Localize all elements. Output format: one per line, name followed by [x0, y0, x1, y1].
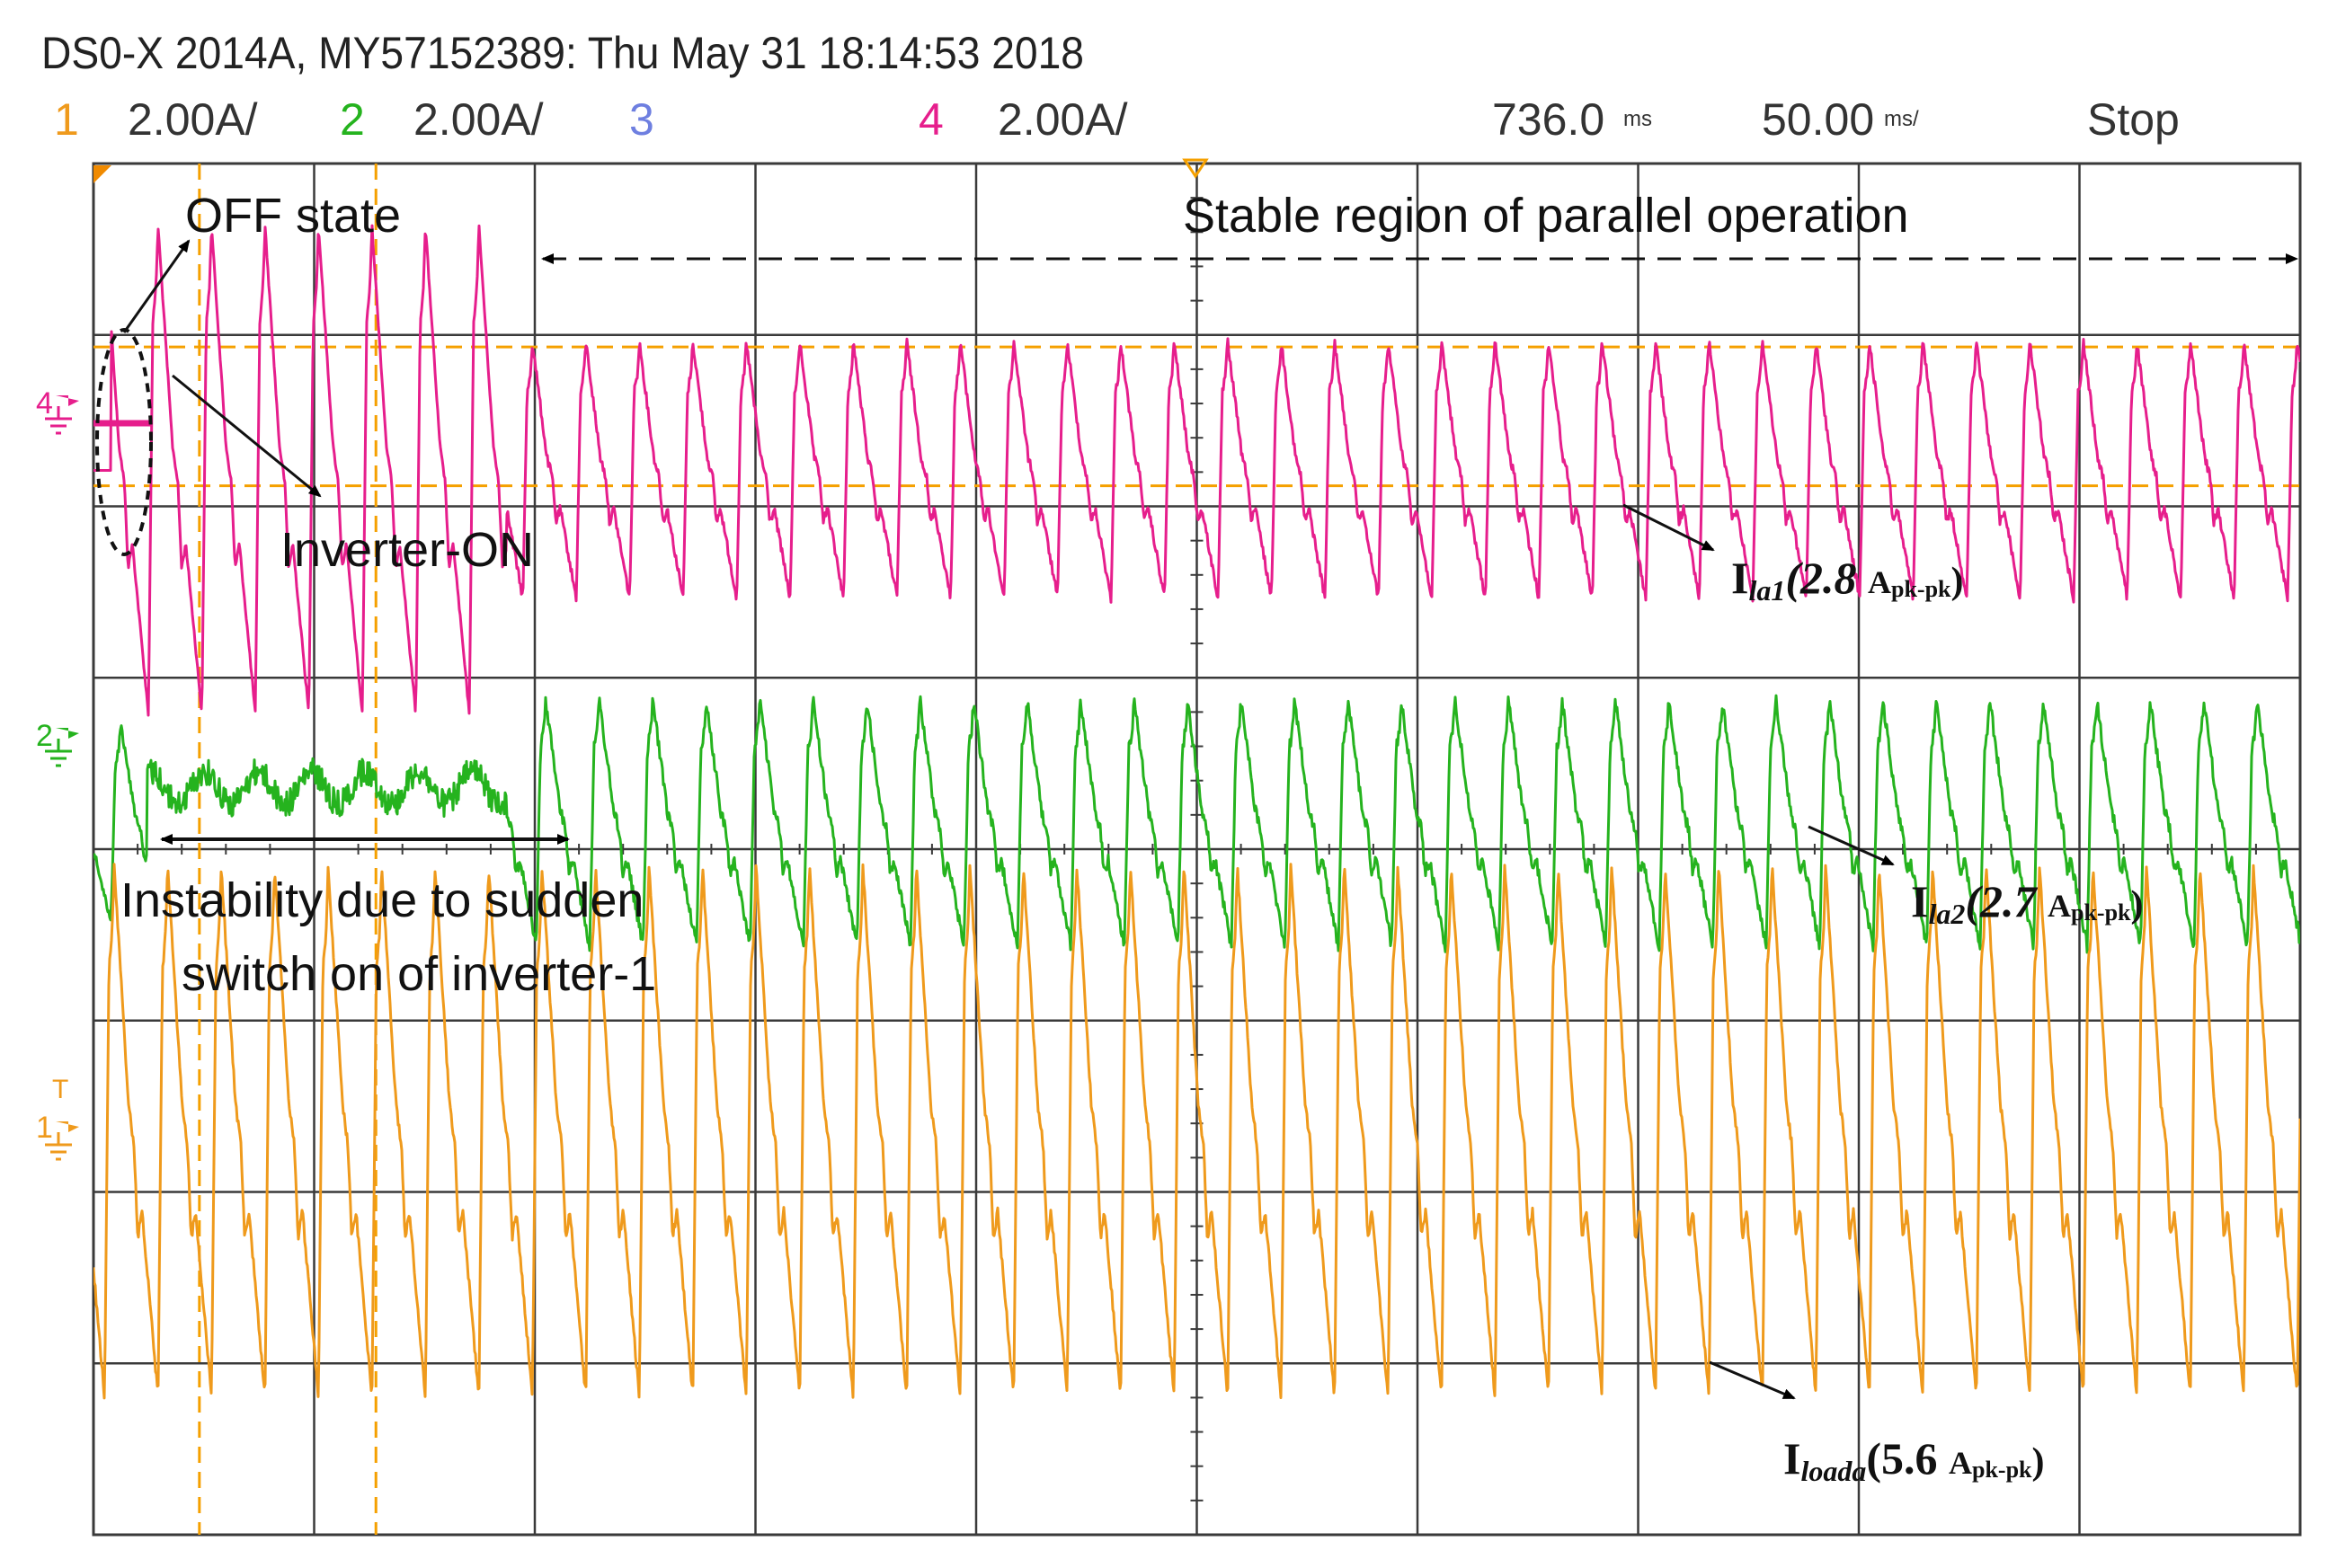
ila1-arrow — [1622, 503, 1715, 552]
inverter-on-arrow — [172, 374, 322, 498]
ila2-arrow — [1808, 825, 1895, 866]
iload-label: Iloada(5.6 Apk-pk) — [1783, 1433, 2045, 1487]
off-state-arrow — [122, 239, 191, 333]
stable-region-label: Stable region of parallel operation — [1183, 189, 1909, 243]
scope-title: DS0-X 2014A, MY57152389: Thu May 31 18:1… — [41, 28, 1084, 78]
ch3-number: 3 — [629, 94, 654, 145]
ch1-ground-marker: T 1 — [36, 1075, 79, 1161]
instability-label-line1: Instability due to sudden — [120, 873, 644, 927]
ch4-scale: 2.00A/ — [998, 94, 1128, 145]
ila1-label: Ila1(2.8 Apk-pk) — [1731, 553, 1964, 607]
time-per-div: 50.00 — [1762, 94, 1874, 145]
time-position: 736.0 — [1492, 94, 1604, 145]
ch2-ground-marker: 2 — [36, 719, 79, 767]
ch1-scale: 2.00A/ — [128, 94, 258, 145]
graticule — [92, 162, 2302, 1537]
instability-label-line2: switch on of inverter-1 — [182, 947, 656, 1001]
off-state-label: OFF state — [185, 189, 401, 243]
waveform-traces — [93, 224, 2300, 1400]
ch4-ground-marker: 4 — [36, 386, 79, 435]
ch2-scale: 2.00A/ — [413, 94, 544, 145]
svg-text:1: 1 — [36, 1111, 53, 1145]
ch4-trigger-corner-marker — [93, 165, 111, 183]
inverter-on-label: Inverter-ON — [280, 523, 534, 577]
off-state-ellipse — [95, 328, 153, 556]
ch1-number: 1 — [54, 94, 79, 145]
iload-trace — [93, 863, 2300, 1400]
ch4-number: 4 — [919, 94, 944, 145]
ila1-trace — [93, 224, 2300, 717]
iload-arrow — [1709, 1360, 1796, 1400]
cursor-lines — [93, 164, 2300, 1535]
trigger-position-marker — [1182, 158, 1209, 179]
svg-text:2: 2 — [36, 719, 53, 753]
ila2-label: Ila2(2.7 Apk-pk) — [1911, 876, 2144, 930]
svg-text:T: T — [52, 1075, 68, 1104]
svg-text:4: 4 — [36, 386, 53, 421]
time-position-unit: ms — [1623, 107, 1652, 131]
time-per-div-unit: ms/ — [1884, 107, 1919, 131]
run-state: Stop — [2087, 94, 2180, 145]
ila2-trace — [93, 694, 2300, 954]
ch2-number: 2 — [340, 94, 365, 145]
